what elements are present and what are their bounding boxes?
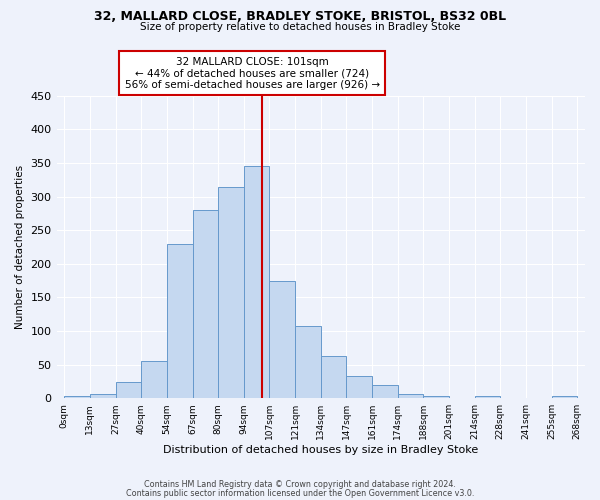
Bar [193, 210, 218, 398]
X-axis label: Distribution of detached houses by size in Bradley Stoke: Distribution of detached houses by size … [163, 445, 478, 455]
Bar [218, 186, 244, 398]
Text: Contains public sector information licensed under the Open Government Licence v3: Contains public sector information licen… [126, 488, 474, 498]
Bar [167, 244, 193, 398]
Bar [116, 382, 141, 398]
Bar [64, 396, 90, 398]
Text: Contains HM Land Registry data © Crown copyright and database right 2024.: Contains HM Land Registry data © Crown c… [144, 480, 456, 489]
Bar [141, 362, 167, 398]
Bar [372, 386, 398, 398]
Text: Size of property relative to detached houses in Bradley Stoke: Size of property relative to detached ho… [140, 22, 460, 32]
Bar [90, 394, 116, 398]
Bar [321, 356, 346, 398]
Bar [346, 376, 372, 398]
Text: 32, MALLARD CLOSE, BRADLEY STOKE, BRISTOL, BS32 0BL: 32, MALLARD CLOSE, BRADLEY STOKE, BRISTO… [94, 10, 506, 23]
Bar [295, 326, 321, 398]
Bar [269, 280, 295, 398]
Bar [475, 396, 500, 398]
Bar [244, 166, 269, 398]
Text: 32 MALLARD CLOSE: 101sqm
← 44% of detached houses are smaller (724)
56% of semi-: 32 MALLARD CLOSE: 101sqm ← 44% of detach… [125, 56, 380, 90]
Bar [551, 396, 577, 398]
Bar [424, 396, 449, 398]
Bar [398, 394, 424, 398]
Y-axis label: Number of detached properties: Number of detached properties [15, 165, 25, 329]
